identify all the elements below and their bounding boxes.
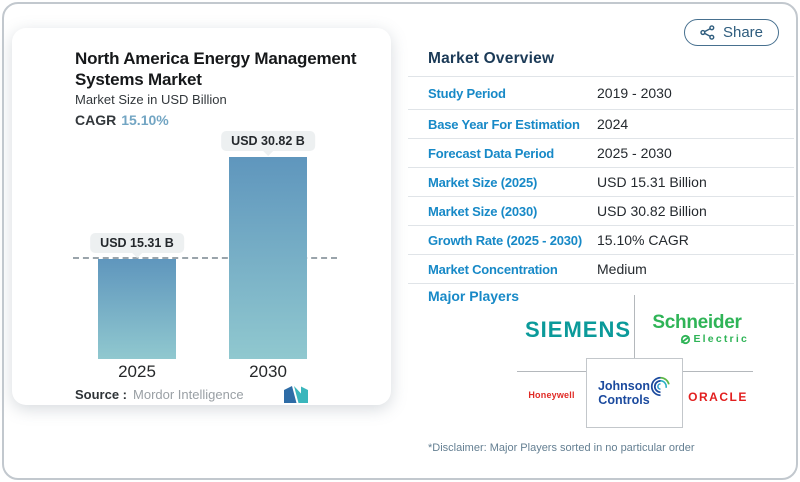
row-value: 2024 [597, 116, 629, 132]
cagr-value: 15.10% [121, 112, 169, 128]
table-row: Market Concentration Medium [408, 254, 794, 283]
source-line: Source : Mordor Intelligence [75, 387, 244, 402]
chart-title-line2: Systems Market [75, 70, 202, 89]
row-value: Medium [597, 261, 647, 277]
schneider-electric-logo: Schneider Electric [643, 313, 751, 345]
cagr-line: CAGR 15.10% [75, 112, 169, 128]
table-row: Study Period 2019 - 2030 [408, 76, 794, 109]
players-vertical-divider [634, 295, 635, 358]
row-value: 2025 - 2030 [597, 145, 672, 161]
share-button[interactable]: Share [683, 19, 779, 46]
honeywell-logo: Honeywell [528, 390, 575, 400]
schneider-logo-line2: Electric [643, 333, 751, 345]
siemens-logo: SIEMENS [524, 317, 632, 342]
table-row: Growth Rate (2025 - 2030) 15.10% CAGR [408, 225, 794, 254]
source-value: Mordor Intelligence [133, 387, 244, 402]
table-bottom-divider [408, 283, 794, 284]
share-icon [700, 25, 715, 40]
bar-2025-value-label: USD 15.31 B [90, 233, 184, 253]
chart-title: North America Energy Management Systems … [75, 48, 357, 90]
row-label: Forecast Data Period [428, 145, 555, 161]
x-axis-label-2030: 2030 [249, 362, 287, 381]
market-overview-panel: Market Overview Study Period 2019 - 2030… [408, 0, 794, 482]
johnson-controls-logo: Johnson Controls [597, 379, 651, 407]
major-players-label: Major Players [428, 288, 520, 304]
row-value: USD 30.82 Billion [597, 203, 707, 219]
row-label: Market Size (2025) [428, 174, 538, 190]
chart-card: North America Energy Management Systems … [12, 28, 391, 405]
bar-2030-value-label: USD 30.82 B [221, 131, 315, 151]
mordor-intelligence-logo-icon [283, 385, 309, 404]
row-value: USD 15.31 Billion [597, 174, 707, 190]
bar-2025: USD 15.31 B [90, 233, 184, 359]
bar-2030: USD 30.82 B [221, 131, 315, 359]
row-value: 15.10% CAGR [597, 232, 689, 248]
johnson-controls-logo-box: Johnson Controls [586, 358, 683, 428]
row-label: Market Concentration [428, 261, 558, 277]
disclaimer-text: *Disclaimer: Major Players sorted in no … [428, 442, 695, 454]
overview-table: Study Period 2019 - 2030 Base Year For E… [408, 76, 794, 284]
share-button-label: Share [722, 24, 763, 41]
table-row: Forecast Data Period 2025 - 2030 [408, 138, 794, 167]
row-label: Base Year For Estimation [428, 116, 580, 132]
table-row: Base Year For Estimation 2024 [408, 109, 794, 138]
row-label: Market Size (2030) [428, 203, 538, 219]
cagr-label: CAGR [75, 112, 117, 128]
row-value: 2019 - 2030 [597, 85, 672, 101]
schneider-emblem-icon [680, 334, 691, 345]
overview-heading: Market Overview [428, 50, 555, 67]
source-label: Source : [75, 387, 128, 402]
row-label: Study Period [428, 85, 506, 101]
dashed-threshold-line [73, 257, 337, 259]
schneider-logo-line1: Schneider [652, 312, 742, 333]
table-row: Market Size (2025) USD 15.31 Billion [408, 167, 794, 196]
johnson-controls-swirl-icon [650, 376, 671, 397]
oracle-logo: ORACLE [688, 390, 748, 404]
row-label: Growth Rate (2025 - 2030) [428, 232, 582, 248]
chart-subtitle: Market Size in USD Billion [75, 92, 227, 107]
table-row: Market Size (2030) USD 30.82 Billion [408, 196, 794, 225]
chart-title-line1: North America Energy Management [75, 49, 357, 68]
x-axis-label-2025: 2025 [118, 362, 156, 381]
